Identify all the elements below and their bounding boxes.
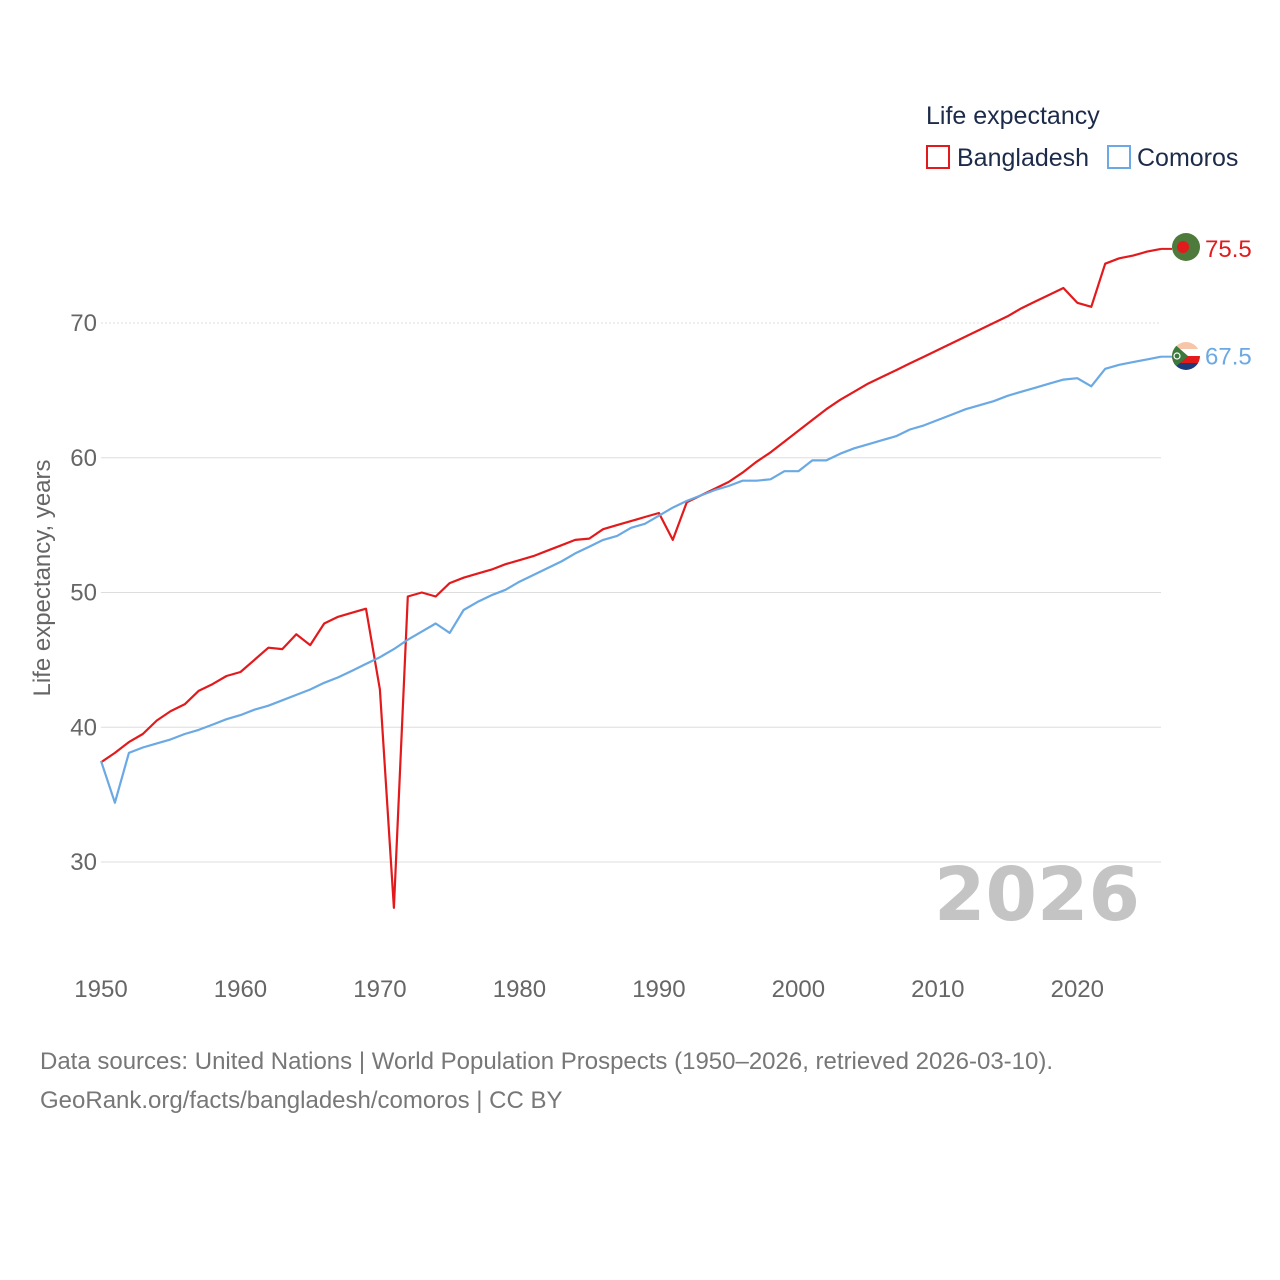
- year-label: 2026: [934, 852, 1140, 938]
- source-note: Data sources: United Nations | World Pop…: [40, 1042, 1240, 1120]
- legend-swatch-bangladesh[interactable]: [926, 145, 950, 169]
- x-tick-label-1990: 1990: [632, 976, 685, 1003]
- x-tick-label-1970: 1970: [353, 976, 406, 1003]
- y-tick-label-70: 70: [70, 310, 97, 337]
- line-chart: 30 40 50 60 70 1950 1960 1970 1980 1990 2000 2010 2…: [29, 102, 1252, 1003]
- x-tick-label-1960: 1960: [214, 976, 267, 1003]
- bangladesh-flag-icon: [1172, 233, 1200, 261]
- x-tick-label-2000: 2000: [772, 976, 825, 1003]
- y-axis-ticks: 30 40 50 60 70: [70, 310, 97, 876]
- end-label-comoros: 67.5: [1205, 344, 1252, 371]
- legend-swatch-comoros[interactable]: [1107, 145, 1131, 169]
- end-label-bangladesh: 75.5: [1205, 236, 1252, 263]
- series-line-comoros[interactable]: [99, 355, 1162, 804]
- legend-label-bangladesh[interactable]: Bangladesh: [957, 144, 1089, 172]
- y-tick-label-40: 40: [70, 714, 97, 741]
- source-line-1: Data sources: United Nations | World Pop…: [40, 1048, 1054, 1075]
- y-tick-label-30: 30: [70, 849, 97, 876]
- x-axis-ticks: 1950 1960 1970 1980 1990 2000 2010 2020: [74, 976, 1104, 1003]
- gridlines: [101, 322, 1161, 863]
- y-tick-label-50: 50: [70, 580, 97, 607]
- legend: Life expectancy Bangladesh Comoros: [926, 102, 1238, 172]
- series-lines: [99, 247, 1172, 909]
- x-tick-label-1980: 1980: [493, 976, 546, 1003]
- x-tick-label-1950: 1950: [74, 976, 127, 1003]
- y-axis-title: Life expectancy, years: [29, 459, 56, 696]
- series-line-bangladesh[interactable]: [100, 247, 1162, 909]
- y-tick-label-60: 60: [70, 445, 97, 472]
- end-labels: 75.5 67.5: [1205, 236, 1252, 371]
- x-tick-label-2010: 2010: [911, 976, 964, 1003]
- comoros-flag-icon: [1172, 342, 1200, 370]
- x-tick-label-2020: 2020: [1051, 976, 1104, 1003]
- legend-title: Life expectancy: [926, 102, 1100, 130]
- source-line-2[interactable]: GeoRank.org/facts/bangladesh/comoros | C…: [40, 1087, 563, 1114]
- legend-label-comoros[interactable]: Comoros: [1137, 144, 1238, 172]
